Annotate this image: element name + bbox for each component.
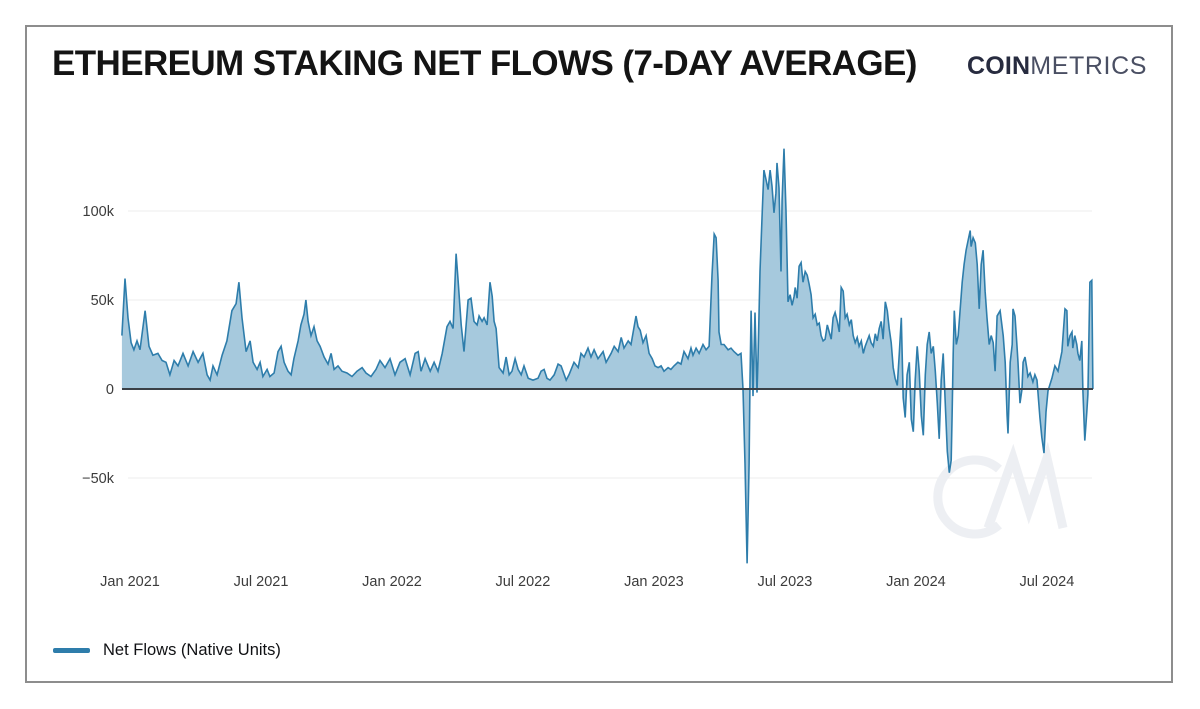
netflows-area [121, 148, 1093, 564]
legend: Net Flows (Native Units) [53, 641, 281, 660]
x-tick-label: Jan 2023 [624, 574, 684, 590]
logo-metrics-text: METRICS [1030, 52, 1147, 80]
x-tick-label: Jul 2024 [1019, 574, 1074, 590]
legend-swatch-line [53, 648, 90, 653]
x-tick-label: Jul 2022 [495, 574, 550, 590]
chart-card-border [25, 25, 1173, 683]
gridlines-layer [128, 210, 1092, 479]
watermark-c-glyph [933, 455, 1002, 539]
series-layer [121, 148, 1094, 564]
cm-watermark-icon [933, 441, 1068, 539]
logo-coin-text: COIN [966, 52, 1031, 80]
x-tick-label: Jan 2021 [100, 574, 160, 590]
y-tick-label: 0 [106, 382, 114, 398]
y-tick-label: −50k [82, 471, 115, 487]
y-tick-label: 100k [83, 204, 115, 220]
legend-label[interactable]: Net Flows (Native Units) [103, 641, 281, 659]
coinmetrics-logo: COINMETRICS [967, 52, 1147, 81]
page-title: ETHEREUM STAKING NET FLOWS (7-DAY AVERAG… [52, 44, 917, 83]
y-tick-label: 50k [91, 293, 115, 309]
x-tick-label: Jan 2022 [362, 574, 422, 590]
netflows-line [121, 148, 1094, 564]
x-tick-label: Jul 2021 [234, 574, 289, 590]
axis-labels-layer: 100k 50k 0 −50k Jan 2021 Jul 2021 Jan 2022 Jul … [82, 204, 1074, 590]
x-tick-label: Jan 2024 [886, 574, 946, 590]
x-tick-label: Jul 2023 [757, 574, 812, 590]
watermark-m-glyph [983, 441, 1068, 530]
